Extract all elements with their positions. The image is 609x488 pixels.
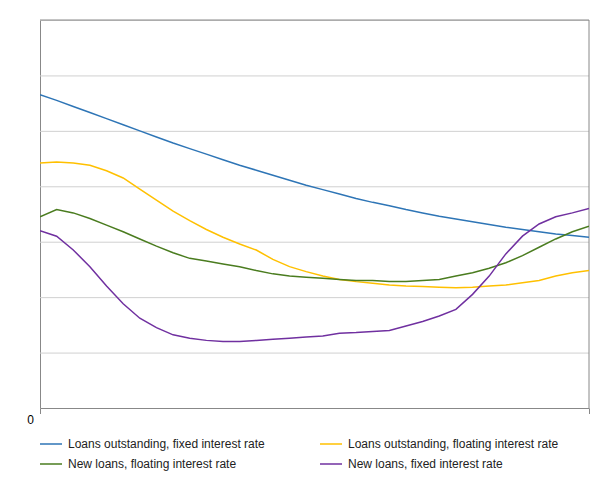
lines bbox=[40, 95, 589, 342]
legend-swatch bbox=[320, 463, 342, 465]
y-axis-line bbox=[41, 21, 590, 409]
legend-label: New loans, fixed interest rate bbox=[348, 457, 503, 471]
x-axis-line bbox=[41, 409, 590, 415]
y-tick bbox=[40, 242, 589, 243]
legend-item: New loans, fixed interest rate bbox=[320, 457, 503, 471]
legend-item: Loans outstanding, floating interest rat… bbox=[320, 437, 558, 451]
y-tick bbox=[40, 75, 589, 76]
legend-label: Loans outstanding, fixed interest rate bbox=[68, 437, 265, 451]
series-line bbox=[40, 95, 589, 237]
legend-item: Loans outstanding, fixed interest rate bbox=[40, 437, 265, 451]
grid-line bbox=[40, 131, 589, 132]
legend-label: New loans, floating interest rate bbox=[68, 457, 236, 471]
y-tick bbox=[40, 131, 589, 132]
y-axis bbox=[40, 21, 589, 409]
frame bbox=[589, 20, 590, 408]
y-tick bbox=[40, 297, 589, 298]
grid-line bbox=[40, 75, 589, 76]
y-tick bbox=[40, 353, 589, 354]
frame bbox=[40, 20, 589, 21]
chart: 0Loans outstanding, fixed interest rateL… bbox=[0, 0, 609, 488]
legend-swatch bbox=[40, 443, 62, 445]
grid-line bbox=[40, 20, 589, 21]
grid-line bbox=[40, 353, 589, 354]
legend-swatch bbox=[320, 443, 342, 445]
grid-line bbox=[40, 242, 589, 243]
legend-item: New loans, floating interest rate bbox=[40, 457, 236, 471]
legend: Loans outstanding, fixed interest rate Lo… bbox=[40, 437, 558, 471]
series-line bbox=[40, 162, 589, 288]
y-tick bbox=[40, 20, 589, 21]
annotation: 0 bbox=[27, 413, 34, 427]
series-line bbox=[40, 208, 589, 341]
plot bbox=[40, 20, 590, 414]
legend-swatch bbox=[40, 463, 62, 465]
grid-line bbox=[40, 297, 589, 298]
legend-label: Loans outstanding, floating interest rat… bbox=[348, 437, 558, 451]
x-axis bbox=[41, 409, 590, 415]
series-line bbox=[40, 210, 589, 282]
